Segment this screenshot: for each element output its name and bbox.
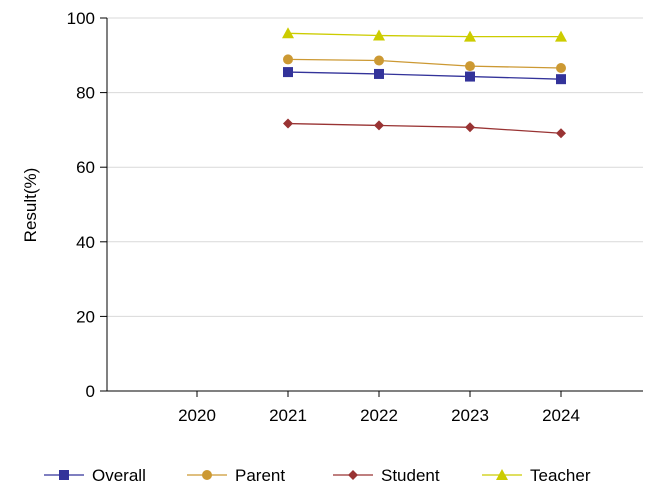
- data-point-teacher: [373, 29, 385, 41]
- data-point-parent: [556, 62, 566, 73]
- legend: Overall Parent Student Teacher: [44, 466, 591, 485]
- y-tick-label: 20: [76, 307, 95, 326]
- legend-marker-overall: [59, 470, 69, 480]
- series-line-overall: [287, 71, 562, 80]
- legend-label-overall: Overall: [92, 466, 146, 485]
- y-tick-label: 0: [86, 382, 95, 401]
- series-line-parent: [287, 58, 562, 69]
- gridlines: [107, 17, 643, 317]
- y-tick-labels: 0 20 40 60 80 100: [67, 9, 95, 401]
- data-point-overall: [374, 68, 384, 79]
- legend-label-teacher: Teacher: [530, 466, 591, 485]
- legend-marker-student: [348, 470, 358, 480]
- x-tick-label: 2020: [178, 406, 216, 425]
- x-tick-labels: 2020 2021 2022 2023 2024: [178, 406, 580, 425]
- data-point-parent: [374, 55, 384, 66]
- data-point-parent: [283, 54, 293, 65]
- data-point-overall: [556, 74, 566, 85]
- y-tick-label: 40: [76, 233, 95, 252]
- data-point-overall: [465, 71, 475, 82]
- data-point-parent: [465, 61, 475, 72]
- data-point-teacher: [464, 30, 476, 42]
- data-point-student: [283, 118, 293, 129]
- data-point-student: [374, 120, 384, 131]
- series-line-student: [287, 122, 562, 134]
- legend-label-parent: Parent: [235, 466, 285, 485]
- legend-marker-parent: [202, 470, 212, 480]
- data-point-teacher: [282, 27, 294, 39]
- x-tick-label: 2022: [360, 406, 398, 425]
- axes: [100, 17, 643, 397]
- x-tick-label: 2021: [269, 406, 307, 425]
- data-point-overall: [283, 67, 293, 78]
- x-tick-label: 2023: [451, 406, 489, 425]
- data-point-student: [465, 122, 475, 133]
- data-point-teacher: [555, 30, 567, 42]
- y-tick-label: 60: [76, 158, 95, 177]
- series-group: [282, 27, 567, 139]
- y-tick-label: 80: [76, 84, 95, 103]
- legend-marker-teacher: [496, 469, 508, 480]
- x-tick-label: 2024: [542, 406, 580, 425]
- y-tick-label: 100: [67, 9, 95, 28]
- series-line-teacher: [287, 32, 561, 38]
- legend-label-student: Student: [381, 466, 440, 485]
- data-point-student: [556, 128, 566, 139]
- y-axis-label: Result(%): [21, 168, 40, 243]
